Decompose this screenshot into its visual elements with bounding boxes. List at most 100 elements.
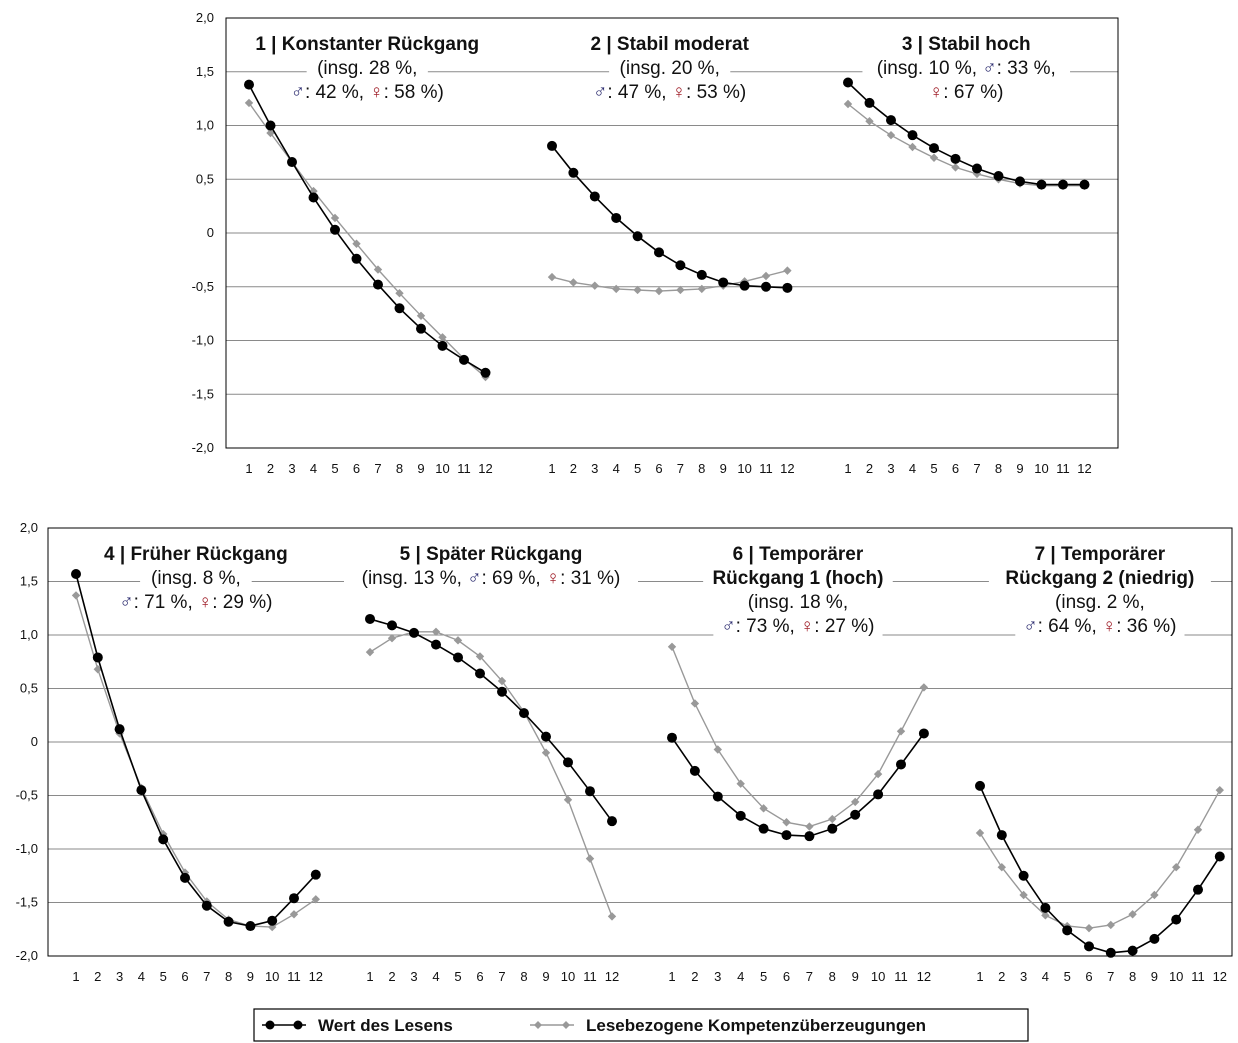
data-point-wert bbox=[611, 212, 622, 223]
x-tick-label: 5 bbox=[930, 461, 937, 476]
data-point-wert bbox=[689, 765, 700, 776]
data-point-wert bbox=[761, 281, 771, 292]
panel-title-line: Rückgang 1 (hoch) bbox=[712, 568, 883, 589]
x-tick-label: 9 bbox=[1016, 461, 1023, 476]
data-point-wert bbox=[1036, 179, 1047, 190]
data-point-wert bbox=[975, 780, 985, 791]
data-point-kompetenz bbox=[244, 98, 254, 108]
y-tick-label: -0,5 bbox=[192, 279, 214, 294]
data-point-wert bbox=[873, 789, 884, 800]
data-point-kompetenz bbox=[929, 153, 939, 162]
y-tick-label: -2,0 bbox=[16, 948, 38, 963]
title-backdrop bbox=[282, 80, 452, 103]
legend-label: Lesebezogene Kompetenzüberzeugungen bbox=[586, 1016, 926, 1035]
data-point-wert bbox=[1015, 176, 1025, 187]
x-tick-label: 4 bbox=[613, 461, 620, 476]
data-point-wert bbox=[589, 191, 600, 202]
series-line bbox=[671, 646, 925, 828]
panel-title-line: (insg. 8 %, bbox=[151, 568, 241, 589]
data-point-kompetenz bbox=[951, 163, 960, 172]
data-point-wert bbox=[223, 916, 234, 927]
x-tick-label: 11 bbox=[1191, 969, 1205, 984]
title-backdrop bbox=[713, 614, 883, 637]
series-line bbox=[75, 573, 317, 927]
panel-4: 1 2 3 4 5 6 7 8 9 10 11 124 | Früher Rückgang(insg.… bbox=[71, 542, 323, 984]
data-point-wert bbox=[497, 686, 507, 697]
title-backdrop bbox=[585, 80, 755, 103]
title-backdrop bbox=[111, 590, 281, 613]
x-tick-label: 3 bbox=[288, 461, 295, 476]
data-point-wert bbox=[1040, 902, 1051, 913]
data-point-kompetenz bbox=[180, 868, 190, 877]
data-point-wert bbox=[431, 639, 441, 650]
data-point-wert bbox=[1214, 851, 1225, 862]
data-point-wert bbox=[351, 253, 362, 264]
data-point-wert bbox=[453, 652, 463, 663]
x-tick-label: 12 bbox=[917, 969, 931, 984]
data-point-wert bbox=[365, 613, 375, 624]
data-point-wert bbox=[929, 143, 939, 154]
data-point-wert bbox=[886, 115, 896, 126]
x-tick-label: 10 bbox=[435, 461, 449, 476]
x-tick-label: 5 bbox=[331, 461, 338, 476]
series-line bbox=[369, 618, 613, 822]
x-tick-label: 12 bbox=[1213, 969, 1227, 984]
x-tick-label: 8 bbox=[520, 969, 527, 984]
data-point-kompetenz bbox=[782, 818, 791, 827]
y-tick-label: 0,5 bbox=[196, 171, 214, 186]
panel-title-line: ♀: 67 %) bbox=[929, 82, 1003, 103]
series-line bbox=[551, 269, 788, 292]
data-point-wert bbox=[667, 732, 677, 743]
data-point-wert bbox=[1149, 933, 1160, 944]
data-point-kompetenz bbox=[1128, 910, 1137, 919]
x-tick-label: 6 bbox=[952, 461, 959, 476]
data-point-wert bbox=[136, 785, 147, 796]
panel-title-line: Rückgang 2 (niedrig) bbox=[1005, 568, 1194, 589]
data-point-kompetenz bbox=[416, 311, 426, 320]
data-point-wert bbox=[1127, 945, 1138, 956]
panel-title-line: (insg. 2 %, bbox=[1055, 592, 1145, 613]
data-point-kompetenz bbox=[654, 286, 664, 296]
data-point-wert bbox=[907, 130, 918, 141]
title-backdrop bbox=[882, 32, 1051, 55]
data-point-wert bbox=[1062, 925, 1073, 936]
data-point-wert bbox=[1084, 941, 1094, 952]
chart-row-1: 2,01,51,00,50-0,5-1,0-1,5-2,01 2 3 4 5 6 7 8 9 10… bbox=[192, 10, 1119, 476]
x-tick-label: 2 bbox=[94, 969, 101, 984]
x-tick-label: 1 bbox=[366, 969, 373, 984]
panel-3: 1 2 3 4 5 6 7 8 9 10 11 123 | Stabil hoch(insg. 10 … bbox=[843, 32, 1092, 476]
data-point-wert bbox=[437, 340, 448, 351]
data-point-wert bbox=[712, 791, 723, 802]
data-point-wert bbox=[781, 830, 792, 841]
x-tick-label: 7 bbox=[1107, 969, 1114, 984]
x-tick-label: 8 bbox=[995, 461, 1002, 476]
data-point-wert bbox=[201, 900, 212, 911]
x-tick-label: 4 bbox=[138, 969, 145, 984]
x-tick-label: 2 bbox=[691, 969, 698, 984]
title-backdrop bbox=[140, 566, 252, 589]
y-tick-label: 0,5 bbox=[20, 681, 38, 696]
legend-label: Wert des Lesens bbox=[318, 1016, 453, 1035]
data-point-kompetenz bbox=[352, 239, 361, 248]
x-tick-label: 10 bbox=[1169, 969, 1183, 984]
data-point-kompetenz bbox=[886, 130, 896, 140]
x-tick-label: 11 bbox=[583, 969, 597, 984]
x-tick-label: 1 bbox=[668, 969, 675, 984]
x-tick-label: 12 bbox=[780, 461, 794, 476]
x-tick-label: 6 bbox=[1085, 969, 1092, 984]
title-backdrop bbox=[924, 80, 1008, 103]
x-tick-label: 6 bbox=[181, 969, 188, 984]
data-point-kompetenz bbox=[667, 642, 677, 651]
x-tick-label: 1 bbox=[72, 969, 79, 984]
data-point-kompetenz bbox=[497, 676, 507, 686]
data-point-wert bbox=[996, 830, 1007, 841]
data-point-kompetenz bbox=[896, 727, 906, 736]
data-point-kompetenz bbox=[438, 333, 447, 342]
x-tick-label: 1 bbox=[976, 969, 983, 984]
data-point-kompetenz bbox=[607, 912, 617, 921]
data-point-kompetenz bbox=[676, 285, 685, 295]
x-tick-label: 4 bbox=[1042, 969, 1049, 984]
x-tick-label: 2 bbox=[998, 969, 1005, 984]
data-point-wert bbox=[850, 809, 861, 820]
